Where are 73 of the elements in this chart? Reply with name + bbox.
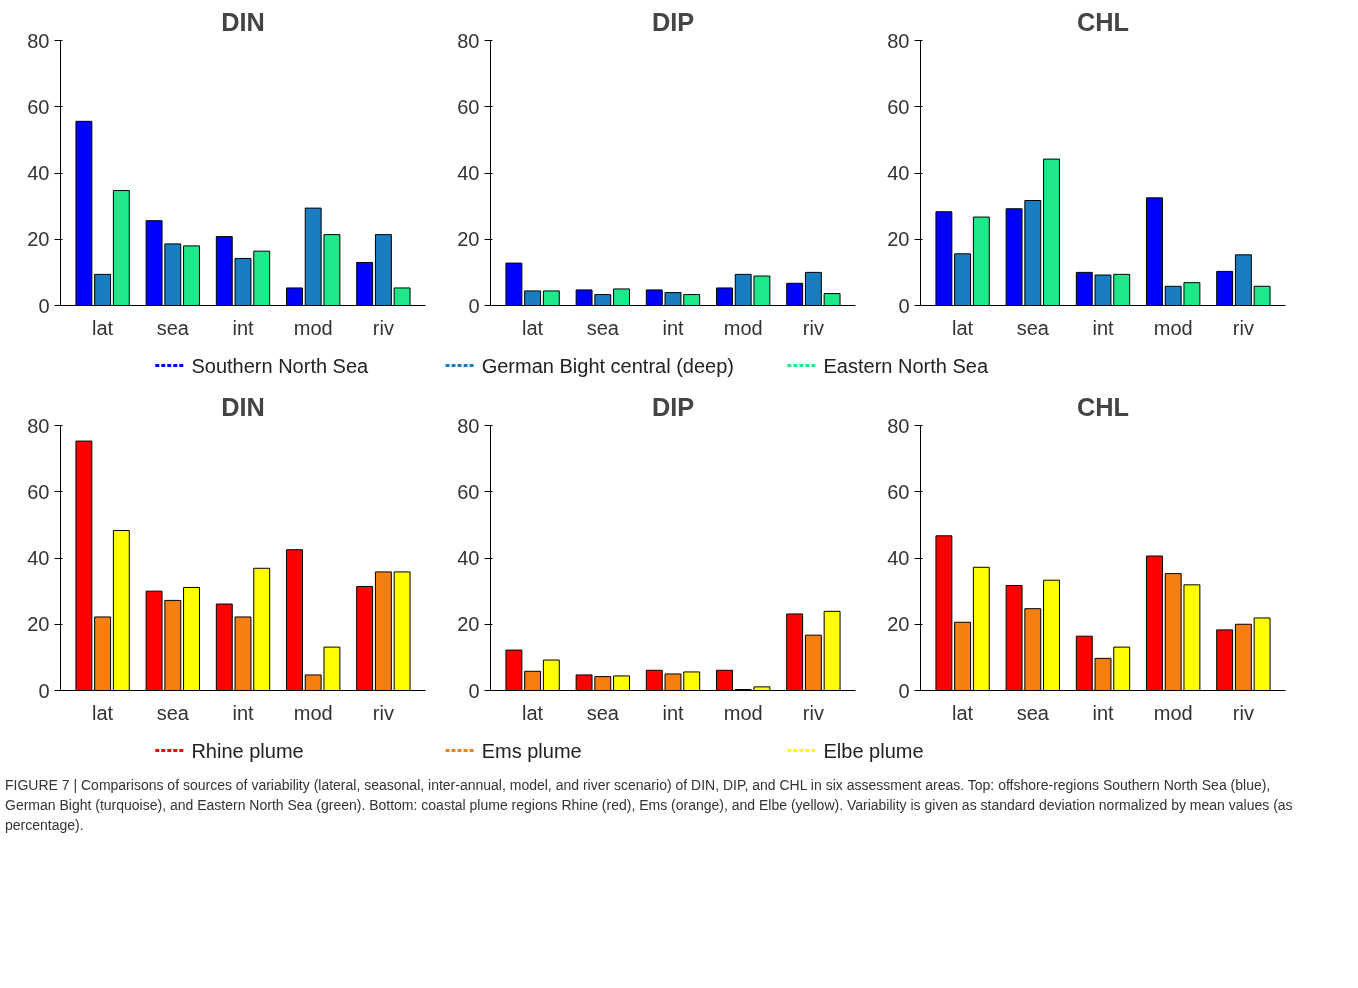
y-tick-label: 0 bbox=[38, 294, 50, 317]
x-tick-label: riv bbox=[372, 701, 394, 724]
x-tick-label: mod bbox=[723, 701, 763, 724]
legend-label: Southern North Sea bbox=[191, 354, 370, 377]
x-tick-label: int bbox=[662, 701, 684, 724]
y-tick-label: 0 bbox=[468, 294, 480, 317]
x-tick-label: sea bbox=[1016, 701, 1050, 724]
y-tick-label: 60 bbox=[27, 480, 50, 503]
chart-title: CHL bbox=[1076, 392, 1130, 421]
x-tick-label: riv bbox=[1232, 316, 1254, 339]
x-tick-label: riv bbox=[802, 316, 824, 339]
chart-title: DIP bbox=[651, 392, 695, 421]
x-tick-label: sea bbox=[1016, 316, 1050, 339]
x-tick-label: sea bbox=[586, 316, 620, 339]
chart-title: CHL bbox=[1076, 7, 1130, 36]
y-tick-label: 20 bbox=[887, 613, 910, 636]
legend-label: Eastern North Sea bbox=[823, 354, 989, 377]
x-tick-label: int bbox=[232, 316, 254, 339]
y-tick-label: 60 bbox=[887, 480, 910, 503]
y-tick-label: 80 bbox=[27, 29, 50, 52]
chart-title: DIN bbox=[221, 7, 265, 36]
chart-title: DIN bbox=[221, 392, 265, 421]
y-tick-label: 40 bbox=[457, 547, 480, 569]
legend-label: Rhine plume bbox=[191, 739, 304, 762]
legend-label: German Bight central (deep) bbox=[481, 354, 735, 377]
x-tick-label: mod bbox=[293, 316, 333, 339]
x-tick-label: mod bbox=[1153, 701, 1193, 724]
y-tick-label: 0 bbox=[468, 679, 480, 702]
y-tick-label: 20 bbox=[457, 613, 480, 636]
y-tick-label: 40 bbox=[887, 547, 910, 569]
x-tick-label: riv bbox=[372, 316, 394, 339]
x-tick-label: lat bbox=[952, 701, 974, 724]
x-tick-label: sea bbox=[156, 701, 190, 724]
y-tick-label: 20 bbox=[27, 228, 50, 251]
y-tick-label: 0 bbox=[898, 294, 910, 317]
y-tick-label: 80 bbox=[27, 414, 50, 437]
y-tick-label: 80 bbox=[887, 29, 910, 52]
y-tick-label: 40 bbox=[27, 547, 50, 569]
x-tick-label: int bbox=[662, 316, 684, 339]
y-tick-label: 60 bbox=[27, 95, 50, 118]
y-tick-label: 40 bbox=[457, 162, 480, 184]
x-tick-label: int bbox=[1092, 701, 1114, 724]
y-tick-label: 40 bbox=[27, 162, 50, 184]
y-tick-label: 80 bbox=[457, 414, 480, 437]
x-tick-label: lat bbox=[522, 316, 544, 339]
x-tick-label: lat bbox=[522, 701, 544, 724]
y-tick-label: 20 bbox=[457, 228, 480, 251]
y-tick-label: 40 bbox=[887, 162, 910, 184]
x-tick-label: lat bbox=[92, 701, 114, 724]
x-tick-label: mod bbox=[723, 316, 763, 339]
y-tick-label: 60 bbox=[457, 95, 480, 118]
x-tick-label: lat bbox=[952, 316, 974, 339]
x-tick-label: lat bbox=[92, 316, 114, 339]
legend-label: Elbe plume bbox=[823, 739, 924, 762]
x-tick-label: mod bbox=[1153, 316, 1193, 339]
y-tick-label: 60 bbox=[887, 95, 910, 118]
chart-title: DIP bbox=[651, 7, 695, 36]
x-tick-label: sea bbox=[586, 701, 620, 724]
y-tick-label: 20 bbox=[27, 613, 50, 636]
y-tick-label: 20 bbox=[887, 228, 910, 251]
y-tick-label: 80 bbox=[457, 29, 480, 52]
x-tick-label: riv bbox=[802, 701, 824, 724]
y-tick-label: 0 bbox=[38, 679, 50, 702]
y-tick-label: 0 bbox=[898, 679, 910, 702]
x-tick-label: int bbox=[232, 701, 254, 724]
caption: FIGURE 7 | Comparisons of sources of variability (lateral, seasonal, inter-annual, model, and river scenario) of DIN, DIP, and CHL in six assessment areas. Top: offshore-regions Southern North Sea (blue), German Bight (turquoise), and Eastern North Sea (green). Bottom: coastal plume regions Rhine (red), Ems (orange), and Elbe (yellow). Variability is given as standard deviation normalized by mean values (as percentage). bbox=[5, 776, 1294, 835]
legend-label: Ems plume bbox=[481, 739, 582, 762]
x-tick-label: mod bbox=[293, 701, 333, 724]
x-tick-label: int bbox=[1092, 316, 1114, 339]
x-tick-label: riv bbox=[1232, 701, 1254, 724]
y-tick-label: 60 bbox=[457, 480, 480, 503]
y-tick-label: 80 bbox=[887, 414, 910, 437]
x-tick-label: sea bbox=[156, 316, 190, 339]
